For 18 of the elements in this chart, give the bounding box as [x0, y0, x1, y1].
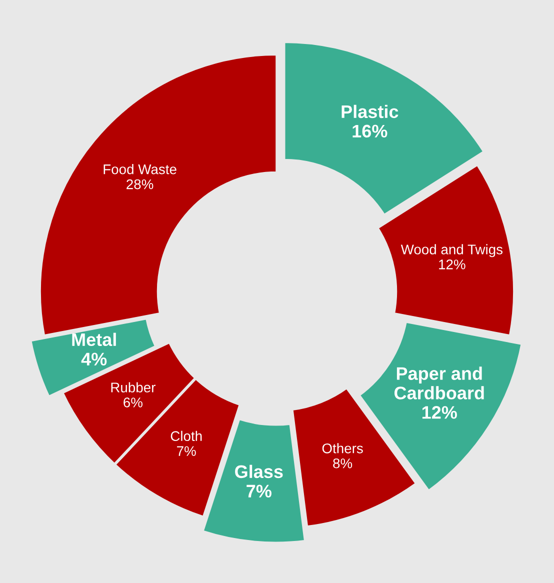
data-label: 8%	[333, 458, 352, 468]
slice-label: Cloth	[170, 430, 202, 442]
slice-label: Others	[322, 443, 363, 454]
data-label: 7%	[177, 446, 196, 456]
data-label: 7%	[246, 484, 272, 498]
data-label: 12%	[422, 406, 457, 419]
slice-label: Rubber	[111, 382, 156, 392]
data-label: 6%	[124, 398, 142, 408]
slice-label: Wood and Twigs	[400, 244, 503, 258]
slice-label: Plastic	[342, 104, 398, 118]
data-label: 16%	[352, 124, 388, 138]
slice-label: Food Waste	[104, 164, 176, 174]
slice-label: Paper and Cardboard	[394, 366, 484, 400]
data-label: 12%	[439, 260, 466, 270]
data-label: 4%	[81, 352, 107, 366]
slice-label: Glass	[235, 464, 283, 478]
slice-label: Metal	[72, 332, 116, 346]
data-label: 28%	[126, 179, 154, 190]
